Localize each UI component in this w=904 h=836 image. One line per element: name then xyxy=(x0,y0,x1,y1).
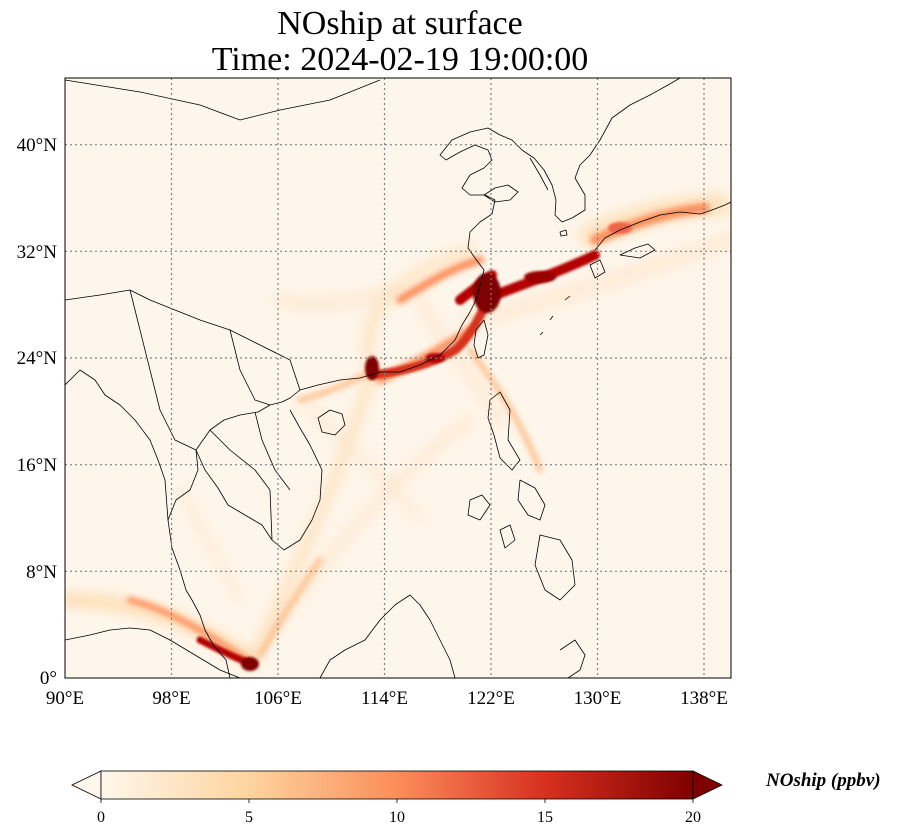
lat-tick-16n: 16°N xyxy=(17,455,58,476)
lon-tick-130e: 130°E xyxy=(574,688,622,709)
colorbar-tick-5: 5 xyxy=(245,809,253,826)
colorbar: 0 5 10 15 20 xyxy=(71,770,723,826)
lon-tick-labels: 90°E 98°E 106°E 114°E 122°E 130°E 138°E xyxy=(46,688,728,709)
lon-tick-106e: 106°E xyxy=(254,688,302,709)
colorbar-gradient xyxy=(101,771,693,799)
graticule xyxy=(65,78,731,678)
colorbar-extend-min xyxy=(71,770,102,800)
lat-tick-40n: 40°N xyxy=(17,135,58,156)
lon-tick-90e: 90°E xyxy=(46,688,84,709)
lon-tick-138e: 138°E xyxy=(680,688,728,709)
colorbar-tick-0: 0 xyxy=(97,809,105,826)
map-title-line2: Time: 2024-02-19 19:00:00 xyxy=(211,41,589,78)
lat-tick-8n: 8°N xyxy=(26,562,57,583)
map-title-line1: NOship at surface xyxy=(277,5,523,42)
colorbar-tick-20: 20 xyxy=(685,809,701,826)
lon-tick-122e: 122°E xyxy=(467,688,515,709)
lat-tick-0: 0° xyxy=(40,668,57,689)
lat-tick-32n: 32°N xyxy=(17,242,58,263)
colorbar-tick-10: 10 xyxy=(389,809,405,826)
map-frame xyxy=(64,77,732,679)
map-background xyxy=(65,78,731,678)
colorbar-tick-15: 15 xyxy=(537,809,553,826)
colorbar-extend-max xyxy=(692,770,723,800)
coastlines xyxy=(65,78,731,678)
lat-tick-24n: 24°N xyxy=(17,348,58,369)
colorbar-title: NOship (ppbv) xyxy=(766,770,881,791)
concentration-field xyxy=(65,78,731,678)
lon-tick-98e: 98°E xyxy=(152,688,190,709)
lat-tick-labels: 0° 8°N 16°N 24°N 32°N 40°N xyxy=(17,135,58,689)
lon-tick-114e: 114°E xyxy=(361,688,408,709)
